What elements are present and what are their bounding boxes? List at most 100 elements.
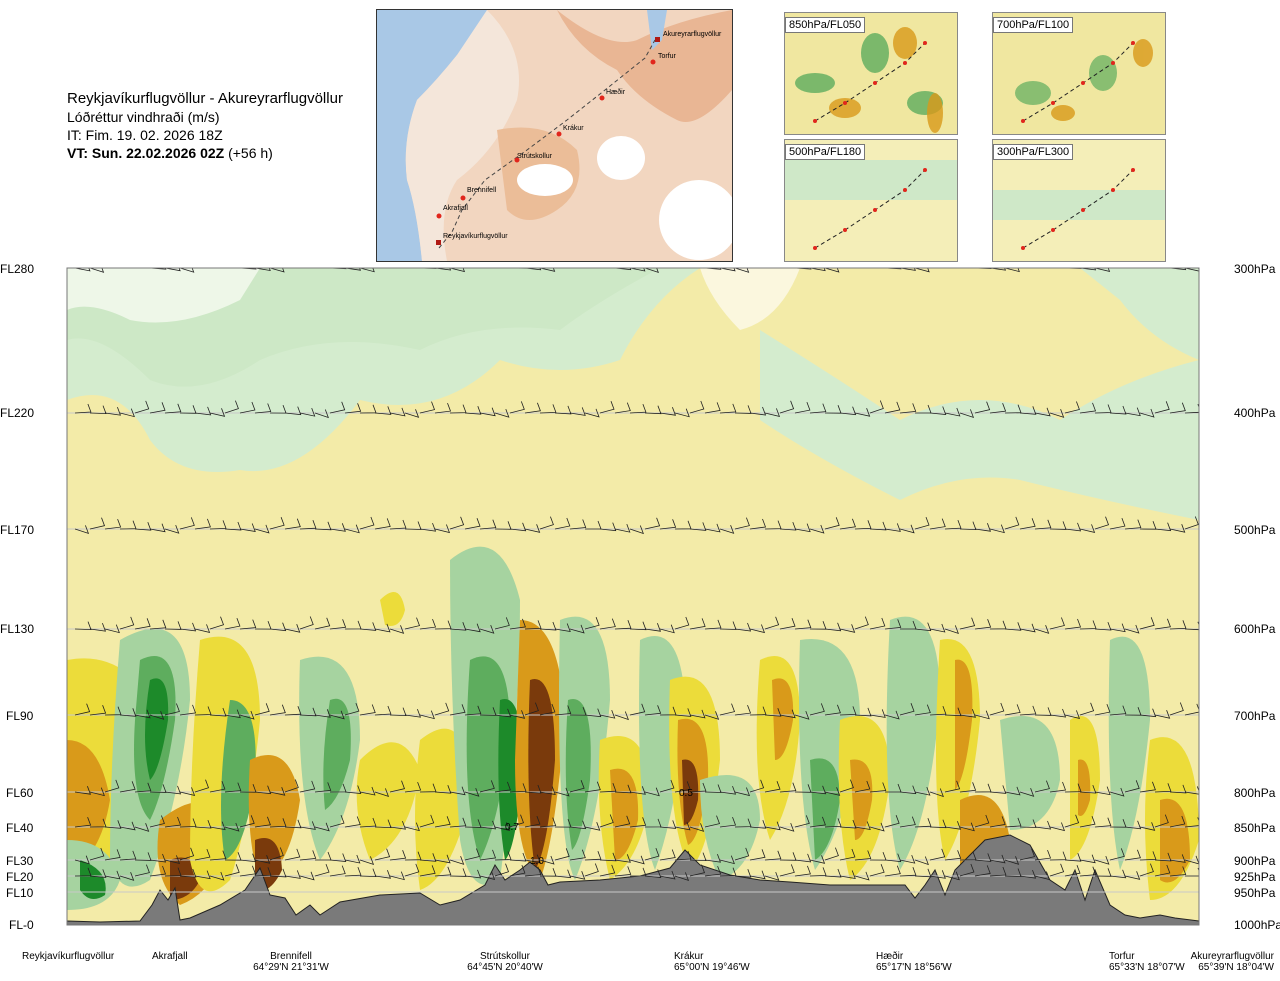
wind-barb	[389, 407, 406, 417]
wind-barb	[419, 618, 437, 630]
wind-barb	[1049, 708, 1067, 718]
wind-barb	[824, 818, 842, 828]
wind-barb	[494, 863, 510, 877]
wind-barb	[959, 617, 976, 630]
wind-barb	[794, 865, 811, 877]
wind-barb	[1184, 516, 1199, 530]
wind-barb	[239, 865, 256, 877]
fl-label: FL10	[6, 886, 34, 900]
wind-barb	[299, 780, 316, 793]
wind-barb	[1154, 618, 1171, 630]
wind-barb	[149, 711, 165, 720]
wind-barb	[344, 403, 362, 414]
wind-barb	[464, 705, 482, 716]
wind-barb	[689, 864, 706, 877]
wind-barb	[374, 705, 392, 716]
wind-barb	[1064, 865, 1081, 877]
wind-barb	[314, 709, 331, 718]
wind-barbs	[74, 268, 1199, 882]
wind-barb	[344, 702, 360, 716]
wind-barb	[1079, 866, 1097, 877]
wind-barb	[884, 865, 901, 877]
wind-barb	[374, 819, 392, 829]
wind-barb	[689, 400, 705, 414]
wind-barb	[269, 268, 285, 273]
fl-label: FL40	[6, 821, 34, 835]
wind-barb	[629, 403, 647, 414]
wind-barb	[1154, 522, 1172, 532]
wind-barb	[1169, 854, 1186, 863]
wind-barb	[239, 619, 257, 630]
wind-barb	[509, 401, 525, 414]
wind-barb	[194, 406, 212, 416]
wind-barb	[164, 524, 180, 534]
wind-barb	[719, 525, 735, 534]
wind-barb	[539, 404, 557, 414]
wind-barb	[929, 819, 947, 829]
wind-barb	[479, 624, 495, 634]
wind-barb	[434, 402, 452, 414]
wind-barb	[134, 782, 152, 793]
hpa-label: 800hPa	[1234, 786, 1276, 800]
wind-barb	[974, 268, 992, 270]
wind-barb	[584, 408, 600, 418]
wind-barb	[599, 783, 617, 793]
wind-barb	[1004, 516, 1020, 530]
wind-barb	[359, 268, 375, 273]
wind-barb	[914, 786, 931, 796]
wind-barb	[1154, 783, 1172, 793]
waypoint-coord: 65°39'N 18°04'W	[1198, 962, 1274, 973]
wind-barb	[134, 400, 150, 414]
wind-barb	[404, 822, 420, 832]
wind-barb	[299, 871, 315, 881]
wind-barb	[614, 784, 632, 794]
wind-barb	[434, 785, 452, 794]
wind-barb	[974, 710, 990, 720]
fl-label: FL280	[0, 262, 35, 276]
wind-barb	[1154, 864, 1171, 877]
wind-barb	[989, 403, 1007, 414]
wind-barb	[734, 869, 752, 878]
wind-barb	[539, 621, 557, 631]
wind-barb	[734, 818, 752, 828]
waypoint-name: Krákur	[674, 951, 704, 962]
hpa-label: 1000hPa	[1234, 918, 1280, 932]
wind-barb	[1019, 848, 1036, 861]
wind-barb	[840, 268, 842, 269]
wind-barb	[1109, 787, 1125, 797]
wind-barb	[1094, 516, 1110, 530]
wind-barb	[194, 706, 212, 716]
wind-barb	[509, 864, 526, 877]
wind-barb	[1035, 268, 1038, 269]
wind-barb	[749, 870, 766, 880]
wind-barb	[479, 407, 496, 417]
hpa-label: 950hPa	[1234, 886, 1276, 900]
wind-barb	[914, 516, 930, 530]
wind-barb	[1184, 268, 1199, 272]
wind-barb	[434, 816, 451, 828]
wind-barb	[1004, 704, 1021, 716]
wind-barb	[989, 866, 1007, 877]
wind-barb	[509, 710, 526, 719]
wind-barb	[1049, 617, 1065, 630]
wind-barb	[644, 405, 662, 415]
waypoint-label: Brennifell 64°29'N 21°31'W	[246, 951, 336, 973]
wind-barb	[644, 517, 661, 530]
wind-barb	[89, 517, 106, 530]
waypoint-label: Akureyrarflugvöllur 65°39'N 18°04'W	[1162, 951, 1274, 973]
wind-barb	[224, 822, 240, 832]
wind-barb	[89, 787, 105, 797]
wind-barb	[1185, 867, 1199, 877]
wind-barb	[74, 855, 90, 865]
wind-barb	[734, 517, 750, 530]
map-label-krakur: Krákur	[563, 125, 584, 132]
wind-barb	[404, 617, 421, 630]
plot-frame	[66, 267, 1200, 926]
wind-barb	[254, 524, 270, 534]
title-block: Reykjavíkurflugvöllur - Akureyrarflugvöl…	[67, 90, 343, 162]
wind-barb	[1094, 855, 1110, 865]
wind-barb	[584, 708, 602, 718]
wind-barb	[329, 814, 345, 828]
valid-time-prefix: VT: Sun. 22.02.2026 02Z	[67, 145, 225, 161]
